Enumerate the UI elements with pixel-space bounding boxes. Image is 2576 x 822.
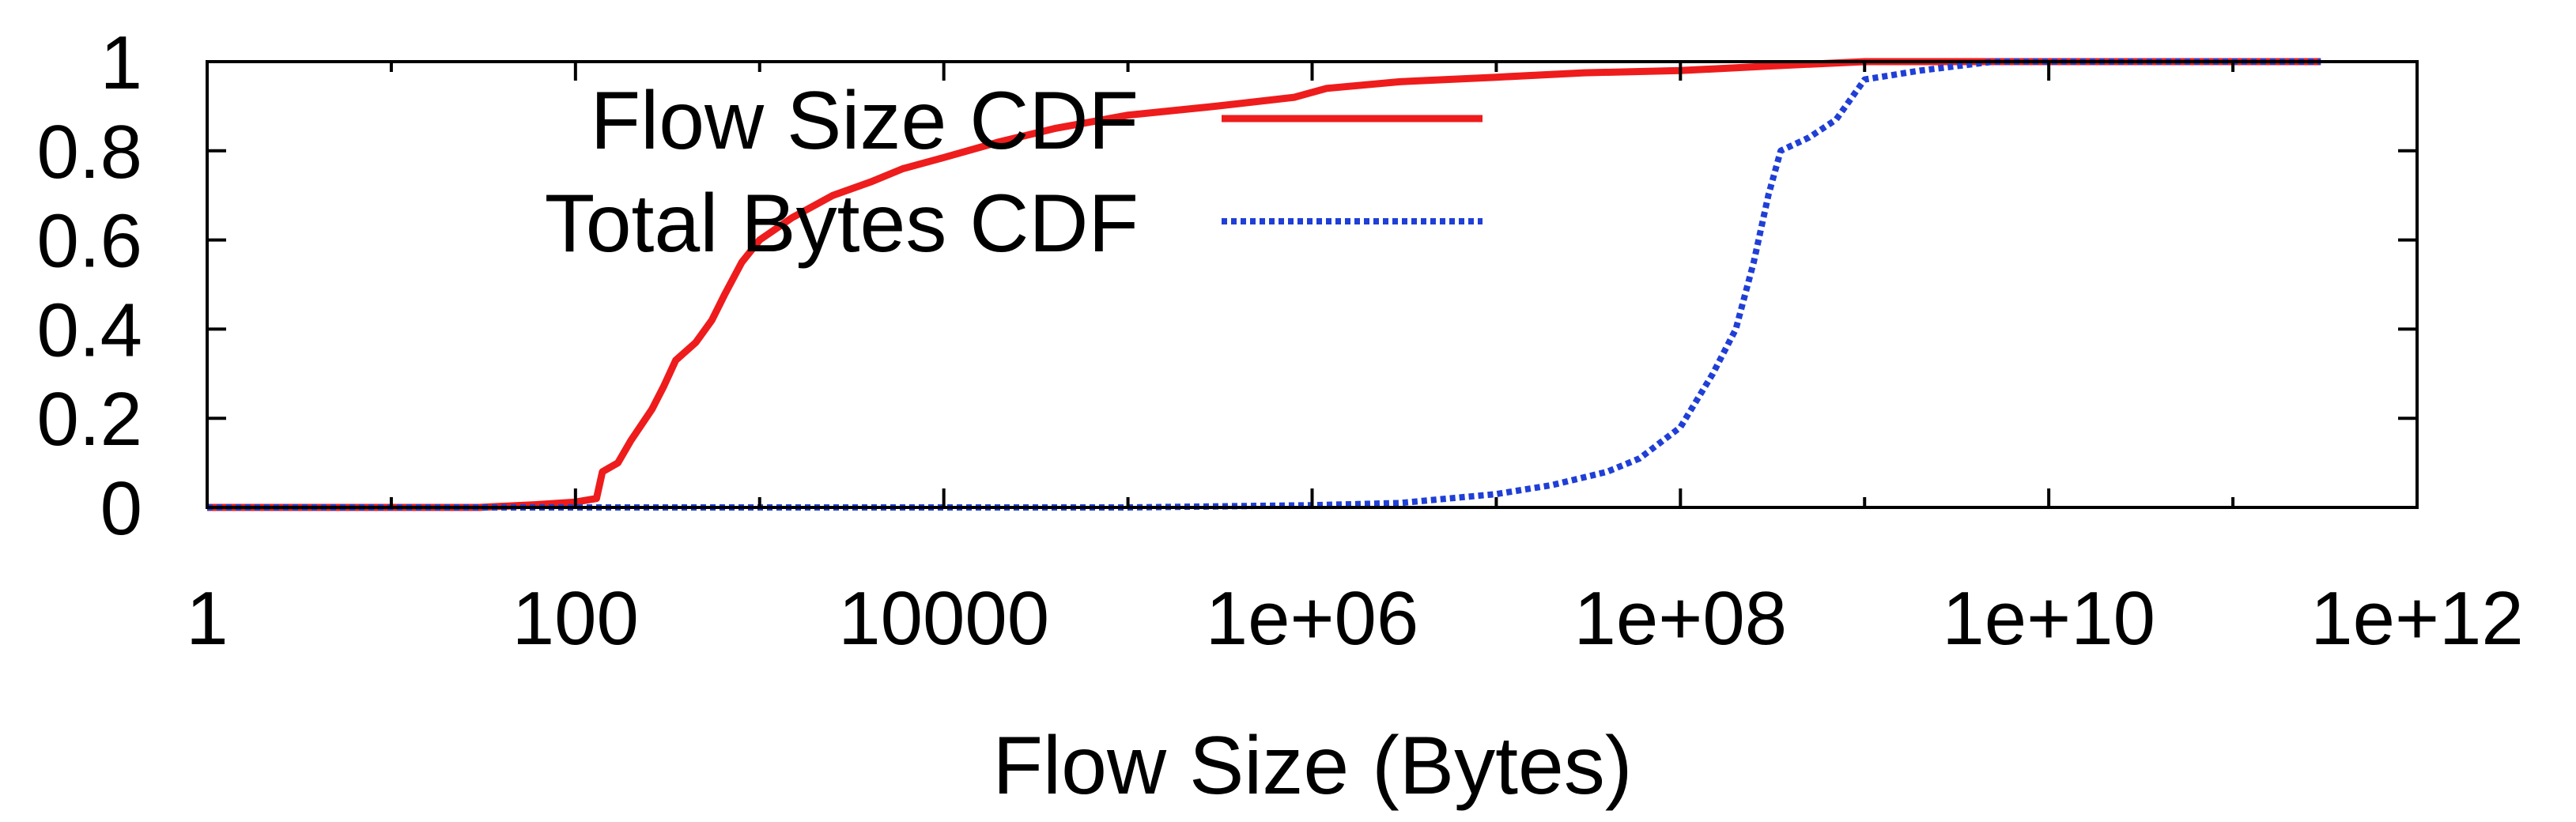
x-tick-label: 1e+08	[1574, 576, 1788, 661]
series-line-1	[207, 58, 2321, 511]
series-layer	[207, 58, 2321, 511]
y-tick-label: 0.4	[37, 288, 142, 372]
x-tick-label: 10000	[838, 576, 1049, 661]
y-tick-label: 0.6	[37, 199, 142, 284]
legend-label: Total Bytes CDF	[545, 178, 1139, 270]
y-tick-label: 0.8	[37, 110, 142, 194]
y-tick-label: 0.2	[37, 377, 142, 462]
series-line-0	[207, 58, 2321, 511]
x-tick-label: 1e+10	[1942, 576, 2155, 661]
legend: Flow Size CDF Total Bytes CDF	[545, 75, 1483, 270]
ticks-layer: 1 100 10000 1e+06 1e+08 1e+10 1e+12 00.20.40.60…	[37, 21, 2524, 661]
y-tick-label: 0	[100, 466, 142, 551]
x-tick-label: 100	[512, 576, 639, 661]
x-tick-label: 1e+12	[2310, 576, 2524, 661]
x-tick-label: 1e+06	[1206, 576, 1419, 661]
x-tick-label: 1	[186, 576, 228, 661]
plot-frame	[206, 60, 2419, 509]
y-tick-label: 1	[100, 21, 142, 105]
legend-label: Flow Size CDF	[591, 75, 1139, 167]
x-axis-label: Flow Size (Bytes)	[992, 720, 1632, 812]
